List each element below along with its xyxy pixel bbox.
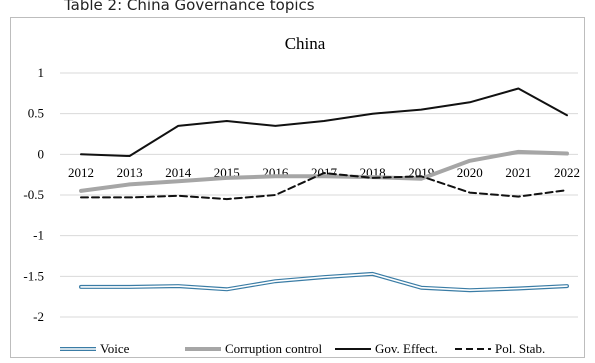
- legend-label-voice: Voice: [100, 341, 130, 356]
- y-tick-label: 1: [38, 65, 45, 80]
- y-tick-label: 0: [38, 146, 45, 161]
- table-caption: Table 2: China Governance topics: [64, 0, 315, 14]
- y-tick-label: 0.5: [28, 106, 44, 121]
- series-lines: [79, 87, 569, 293]
- x-tick-label: 2014: [165, 165, 192, 180]
- series-line-voice-inner: [80, 273, 568, 292]
- series-line-pol-stab: [80, 172, 568, 201]
- y-tick-label: -1: [33, 228, 44, 243]
- gridlines: [60, 72, 578, 318]
- legend-label-pol-stab: Pol. Stab.: [495, 341, 545, 356]
- x-tick-label: 2020: [457, 165, 483, 180]
- legend: Voice Corruption control Gov. Effect. Pol. …: [60, 341, 545, 356]
- x-tick-label: 2021: [505, 165, 531, 180]
- chart-title: China: [285, 34, 326, 53]
- series-line-corruption-control: [79, 149, 569, 193]
- y-tick-label: -2: [33, 309, 44, 324]
- y-axis-tick-labels: 1 0.5 0 -0.5 -1 -1.5 -2: [23, 65, 44, 324]
- y-tick-label: -0.5: [23, 187, 44, 202]
- x-tick-label: 2022: [554, 165, 580, 180]
- x-tick-label: 2013: [117, 165, 143, 180]
- x-tick-label: 2012: [68, 165, 94, 180]
- legend-label-gov-effect: Gov. Effect.: [375, 341, 438, 356]
- y-tick-label: -1.5: [23, 268, 44, 283]
- legend-label-corruption-control: Corruption control: [225, 341, 323, 356]
- series-line-gov-effect: [80, 87, 568, 157]
